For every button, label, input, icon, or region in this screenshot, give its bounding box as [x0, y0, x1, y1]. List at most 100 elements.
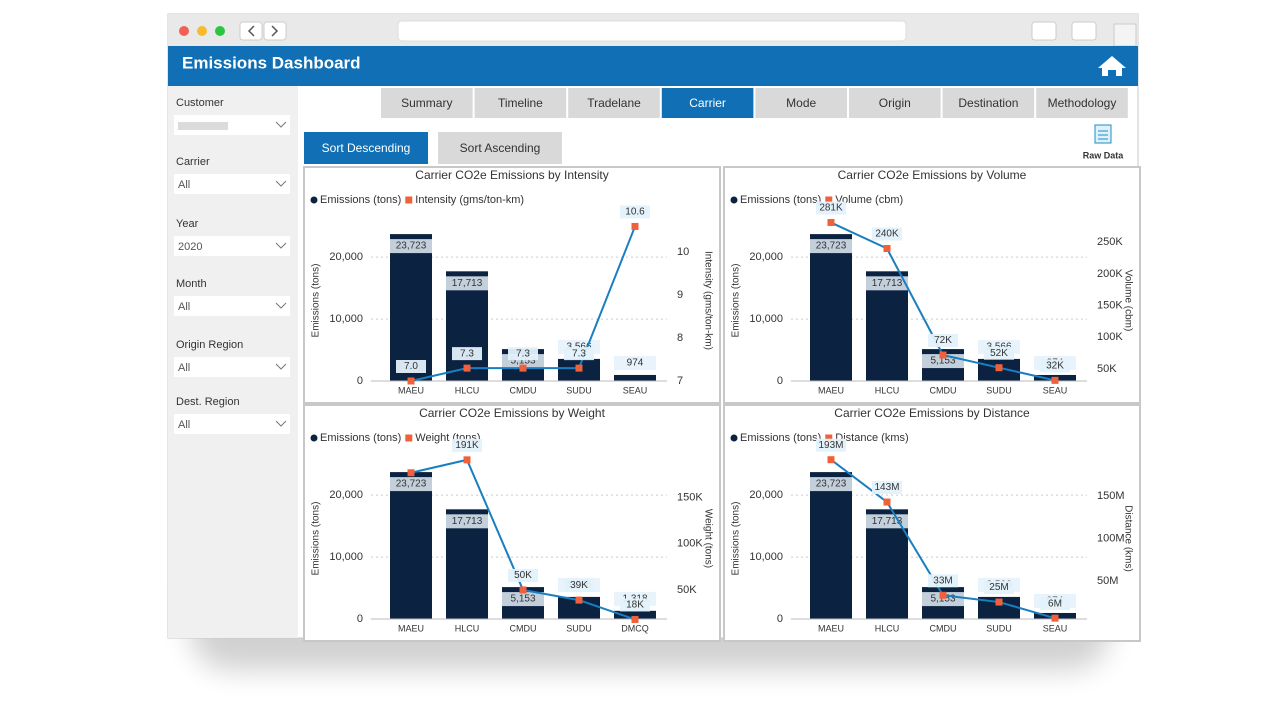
legend-swatch [730, 434, 738, 442]
tab[interactable]: Summary [381, 88, 473, 118]
legend-swatch [825, 196, 833, 204]
new-tab-button[interactable] [1113, 23, 1137, 47]
legend-label: Emissions (tons) [740, 432, 821, 444]
y-axis-label: Emissions (tons) [731, 264, 742, 338]
chart-panel: Carrier CO2e Emissions by Intensity Emiss… [303, 166, 721, 404]
filter-label: Year [176, 218, 199, 230]
tab-label: Mode [786, 96, 816, 110]
tab[interactable]: Mode [755, 88, 847, 118]
raw-data-label: Raw Data [1083, 150, 1125, 160]
forward-icon [271, 25, 279, 37]
y2-tick-label: 100K [1097, 331, 1123, 343]
back-button[interactable] [239, 21, 263, 41]
line-value-label: 7.3 [572, 348, 586, 359]
filter-dropdown[interactable] [174, 414, 290, 434]
y-tick-label: 10,000 [329, 551, 363, 563]
x-tick-label: HLCU [455, 385, 480, 395]
data-label-bg [508, 347, 538, 361]
x-tick-label: SEAU [623, 385, 648, 395]
data-label-bg [446, 514, 488, 529]
x-tick-label: MAEU [398, 623, 424, 633]
line-marker [407, 377, 415, 385]
line-value-label: 10.6 [625, 207, 645, 218]
line-value-label: 33M [933, 575, 952, 586]
y-tick-label: 20,000 [329, 489, 363, 501]
y2-tick-label: 150K [677, 492, 703, 504]
y2-tick-label: 9 [677, 289, 683, 301]
line-marker [575, 364, 583, 372]
forward-button[interactable] [263, 21, 287, 41]
data-label-bg [508, 568, 538, 582]
y2-tick-label: 50K [677, 584, 697, 596]
zoom-button[interactable] [215, 26, 225, 36]
close-button[interactable] [179, 26, 189, 36]
dropdown-chevron [275, 180, 287, 187]
y2-axis-label: Intensity (gms/ton-km) [702, 251, 713, 350]
line-marker [575, 596, 583, 604]
tab[interactable]: Methodology [1036, 88, 1128, 118]
filter-value: All [178, 301, 190, 313]
legend-label: Emissions (tons) [320, 432, 401, 444]
filter-value: All [178, 419, 190, 431]
legend-label: Distance (kms) [835, 432, 908, 444]
raw-data-button[interactable]: Raw Data [1083, 124, 1125, 160]
line-marker [519, 586, 527, 594]
x-tick-label: CMDU [930, 385, 957, 395]
app-header [168, 46, 1138, 86]
bar-value-label: 23,723 [816, 479, 847, 490]
legend-label: Emissions (tons) [320, 194, 401, 206]
data-label-bg [984, 346, 1014, 360]
address-bar[interactable] [397, 20, 907, 42]
app-title: Emissions Dashboard [182, 53, 361, 72]
bar [810, 234, 852, 381]
filter-label: Carrier [176, 156, 210, 168]
line-marker [463, 456, 471, 464]
tab-background [474, 88, 567, 118]
data-label-bg [452, 438, 482, 452]
line-marker [939, 351, 947, 359]
filter-dropdown[interactable] [174, 357, 290, 377]
y2-tick-label: 150K [1097, 299, 1123, 311]
y2-tick-label: 50K [1097, 363, 1117, 375]
x-tick-label: CMDU [510, 623, 537, 633]
tab[interactable]: Destination [942, 88, 1035, 118]
filter-dropdown[interactable] [174, 236, 290, 256]
charts: Carrier CO2e Emissions by Intensity Emiss… [303, 166, 1141, 642]
bar-value-label: 17,713 [872, 278, 903, 289]
data-label-bg [564, 347, 594, 361]
bar [614, 610, 656, 619]
chart-title: Carrier CO2e Emissions by Weight [419, 406, 606, 420]
tab-label: Destination [958, 96, 1018, 110]
data-label-bg [620, 598, 650, 612]
raw-data-icon [1094, 124, 1112, 144]
chart-panel: Carrier CO2e Emissions by Volume Emission… [723, 166, 1141, 404]
x-tick-label: SUDU [986, 623, 1012, 633]
tab[interactable]: Origin [849, 88, 941, 118]
x-tick-label: SEAU [1043, 623, 1068, 633]
bar-value-label: 3,566 [566, 342, 591, 353]
line-marker [1051, 376, 1059, 384]
line-marker [631, 615, 639, 623]
filter-dropdown[interactable] [174, 174, 290, 194]
bar-value-label: 974 [627, 358, 644, 369]
legend-swatch [310, 196, 318, 204]
x-tick-label: HLCU [875, 385, 900, 395]
tab[interactable]: Carrier [661, 88, 754, 118]
tab[interactable]: Tradelane [568, 88, 660, 118]
tab[interactable]: Timeline [474, 88, 567, 118]
y2-tick-label: 8 [677, 332, 683, 344]
bar-value-label: 17,713 [872, 516, 903, 527]
line-value-label: 32K [1046, 361, 1064, 372]
share-button[interactable] [1031, 21, 1057, 41]
dropdown-chevron [275, 420, 287, 427]
y2-tick-label: 100K [677, 538, 703, 550]
minimize-button[interactable] [197, 26, 207, 36]
home-button[interactable] [1098, 56, 1126, 76]
filter-dropdown[interactable] [174, 296, 290, 316]
data-label-bg [928, 334, 958, 348]
sort-ascending-button[interactable] [438, 132, 562, 164]
sort-descending-button[interactable] [304, 132, 428, 164]
filter-value: All [178, 179, 190, 191]
tabs-button[interactable] [1071, 21, 1097, 41]
